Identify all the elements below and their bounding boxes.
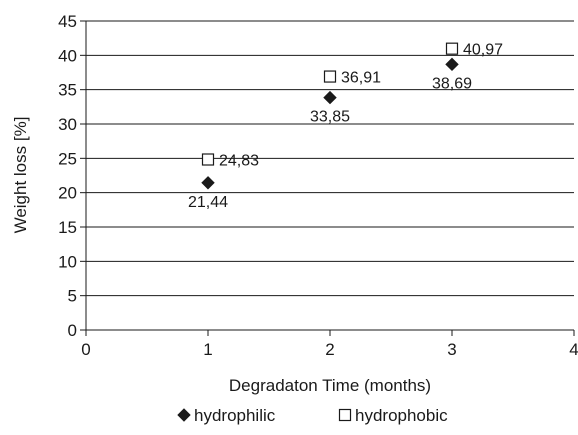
y-tick-label: 45 [58, 12, 77, 31]
y-tick-label: 35 [58, 81, 77, 100]
x-tick-label: 2 [325, 340, 334, 359]
y-tick-label: 10 [58, 252, 77, 271]
y-tick-label: 40 [58, 46, 77, 65]
y-tick-label: 25 [58, 149, 77, 168]
data-points [201, 42, 459, 190]
hydrophilic-point [201, 176, 215, 190]
hydrophobic-data-label: 24,83 [219, 153, 259, 170]
tick-labels: 0 5 10 15 20 25 30 35 40 45 0 1 2 3 4 [58, 12, 578, 359]
hydrophilic-point [445, 57, 459, 72]
y-axis-title: Weight loss [%] [11, 117, 30, 234]
x-tick-label: 1 [203, 340, 212, 359]
x-tick-label: 0 [81, 340, 90, 359]
y-tick-label: 30 [58, 115, 77, 134]
y-tick-label: 5 [68, 287, 77, 306]
legend: hydrophilic hydrophobic [177, 406, 448, 425]
hydrophilic-data-label: 33,85 [310, 109, 350, 126]
y-tick-label: 20 [58, 184, 77, 203]
hydrophobic-point [323, 70, 337, 83]
axes [80, 20, 575, 336]
hydrophobic-data-label: 36,91 [341, 70, 381, 87]
legend-marker-hydrophobic [338, 408, 352, 422]
hydrophobic-point [201, 153, 215, 166]
y-tick-label: 15 [58, 218, 77, 237]
hydrophilic-data-label: 21,44 [188, 194, 228, 211]
y-tick-label: 0 [68, 321, 77, 340]
hydrophilic-data-label: 38,69 [432, 75, 472, 92]
gridlines [86, 20, 574, 297]
x-tick-label: 3 [447, 340, 456, 359]
hydrophobic-point [445, 42, 459, 55]
x-axis-title: Degradaton Time (months) [229, 376, 431, 395]
data-labels: 21,44 33,85 38,69 24,83 36,91 40,97 [188, 42, 503, 211]
hydrophilic-point [323, 90, 337, 105]
legend-label-hydrophobic: hydrophobic [355, 406, 448, 425]
legend-label-hydrophilic: hydrophilic [194, 406, 276, 425]
x-tick-label: 4 [569, 340, 578, 359]
hydrophobic-data-label: 40,97 [463, 42, 503, 59]
legend-marker-hydrophilic [177, 408, 191, 422]
